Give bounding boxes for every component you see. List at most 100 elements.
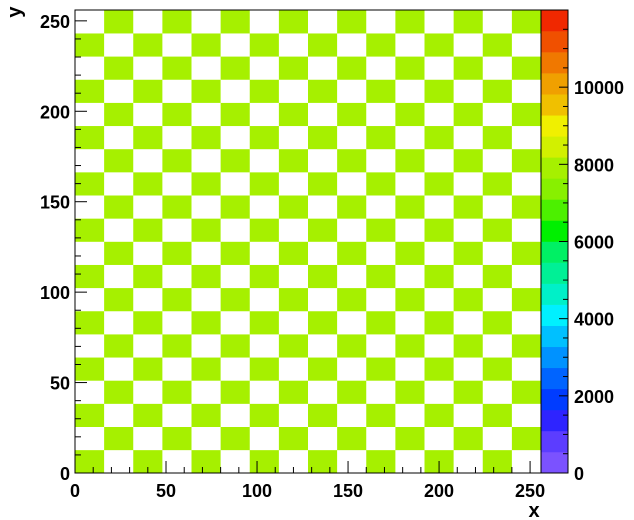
heatmap-cell <box>192 450 221 473</box>
heatmap-cell <box>366 149 395 172</box>
heatmap-cell <box>395 404 424 427</box>
colorbar-tick-label: 2000 <box>574 387 614 407</box>
heatmap-cell <box>250 380 279 403</box>
heatmap-cell <box>512 33 541 56</box>
heatmap-cell <box>133 357 162 380</box>
heatmap-cell <box>162 450 191 473</box>
colorbar-segment <box>541 52 568 73</box>
colorbar-tick-label: 4000 <box>574 310 614 330</box>
heatmap-cell <box>425 288 454 311</box>
heatmap-cell <box>104 334 133 357</box>
heatmap-cell <box>133 10 162 33</box>
heatmap-cell <box>425 242 454 265</box>
heatmap-cell <box>162 172 191 195</box>
heatmap-cell <box>221 427 250 450</box>
colorbar-segment <box>541 389 568 410</box>
heatmap-cell <box>395 218 424 241</box>
heatmap-cell <box>221 172 250 195</box>
heatmap-cell <box>454 334 483 357</box>
heatmap-cell <box>104 218 133 241</box>
heatmap-cell <box>337 218 366 241</box>
heatmap-cell <box>279 242 308 265</box>
heatmap-cell <box>483 172 512 195</box>
heatmap-cell <box>133 404 162 427</box>
heatmap-cell <box>395 172 424 195</box>
heatmap-cell <box>395 288 424 311</box>
colorbar-segment <box>541 368 568 389</box>
x-tick-label: 0 <box>70 481 80 501</box>
heatmap-cell <box>308 10 337 33</box>
heatmap-cell <box>221 242 250 265</box>
heatmap-cell <box>133 427 162 450</box>
heatmap-cell <box>308 427 337 450</box>
colorbar-segment <box>541 284 568 305</box>
heatmap-cell <box>192 103 221 126</box>
heatmap-cell <box>454 103 483 126</box>
heatmap-cell <box>192 10 221 33</box>
heatmap-cell <box>221 311 250 334</box>
colorbar-segment <box>541 31 568 52</box>
heatmap-cell <box>308 172 337 195</box>
x-tick-label: 200 <box>424 481 454 501</box>
heatmap-cell <box>483 195 512 218</box>
heatmap-cell <box>308 218 337 241</box>
heatmap-cell <box>337 242 366 265</box>
heatmap-cell <box>308 242 337 265</box>
heatmap-cell <box>279 56 308 79</box>
heatmap-cell <box>308 265 337 288</box>
heatmap-cell <box>221 218 250 241</box>
heatmap-cell <box>221 334 250 357</box>
heatmap-cell <box>192 427 221 450</box>
heatmap-cell <box>308 149 337 172</box>
heatmap-cell <box>192 149 221 172</box>
heatmap-cell <box>75 427 104 450</box>
heatmap-cell <box>366 288 395 311</box>
heatmap-cell <box>483 311 512 334</box>
heatmap-cell <box>395 79 424 102</box>
heatmap-cell <box>454 311 483 334</box>
heatmap-cell <box>366 172 395 195</box>
heatmap-cell <box>366 10 395 33</box>
colorbar-segment <box>541 220 568 241</box>
heatmap-cell <box>395 56 424 79</box>
heatmap-cell <box>250 404 279 427</box>
heatmap-cell <box>308 33 337 56</box>
heatmap-cell <box>483 357 512 380</box>
heatmap-cell <box>279 79 308 102</box>
heatmap-cell <box>454 404 483 427</box>
colorbar-segment <box>541 157 568 178</box>
heatmap-cell <box>75 450 104 473</box>
x-tick-label: 250 <box>515 481 545 501</box>
heatmap-cell <box>250 33 279 56</box>
heatmap-cell <box>75 79 104 102</box>
heatmap-cell <box>483 33 512 56</box>
heatmap-cell <box>483 427 512 450</box>
y-tick-label: 50 <box>50 374 70 394</box>
heatmap-cell <box>308 450 337 473</box>
heatmap-cell <box>75 149 104 172</box>
heatmap-cell <box>512 450 541 473</box>
heatmap-cell <box>221 288 250 311</box>
heatmap-cell <box>395 10 424 33</box>
heatmap-cell <box>279 380 308 403</box>
heatmap-cell <box>454 218 483 241</box>
heatmap-cell <box>104 149 133 172</box>
heatmap-cell <box>133 265 162 288</box>
heatmap-cell <box>483 149 512 172</box>
heatmap-cell <box>221 149 250 172</box>
heatmap-cell <box>250 288 279 311</box>
heatmap-cell <box>221 56 250 79</box>
heatmap-cell <box>366 56 395 79</box>
heatmap-cell <box>104 103 133 126</box>
heatmap-cell <box>395 195 424 218</box>
heatmap-cell <box>250 79 279 102</box>
heatmap-cell <box>366 195 395 218</box>
colorbar-tick-label: 10000 <box>574 78 624 98</box>
colorbar-segment <box>541 94 568 115</box>
heatmap-cell <box>337 10 366 33</box>
heatmap-cell <box>221 79 250 102</box>
heatmap-cell <box>366 265 395 288</box>
heatmap-cell <box>425 172 454 195</box>
heatmap-cell <box>425 334 454 357</box>
